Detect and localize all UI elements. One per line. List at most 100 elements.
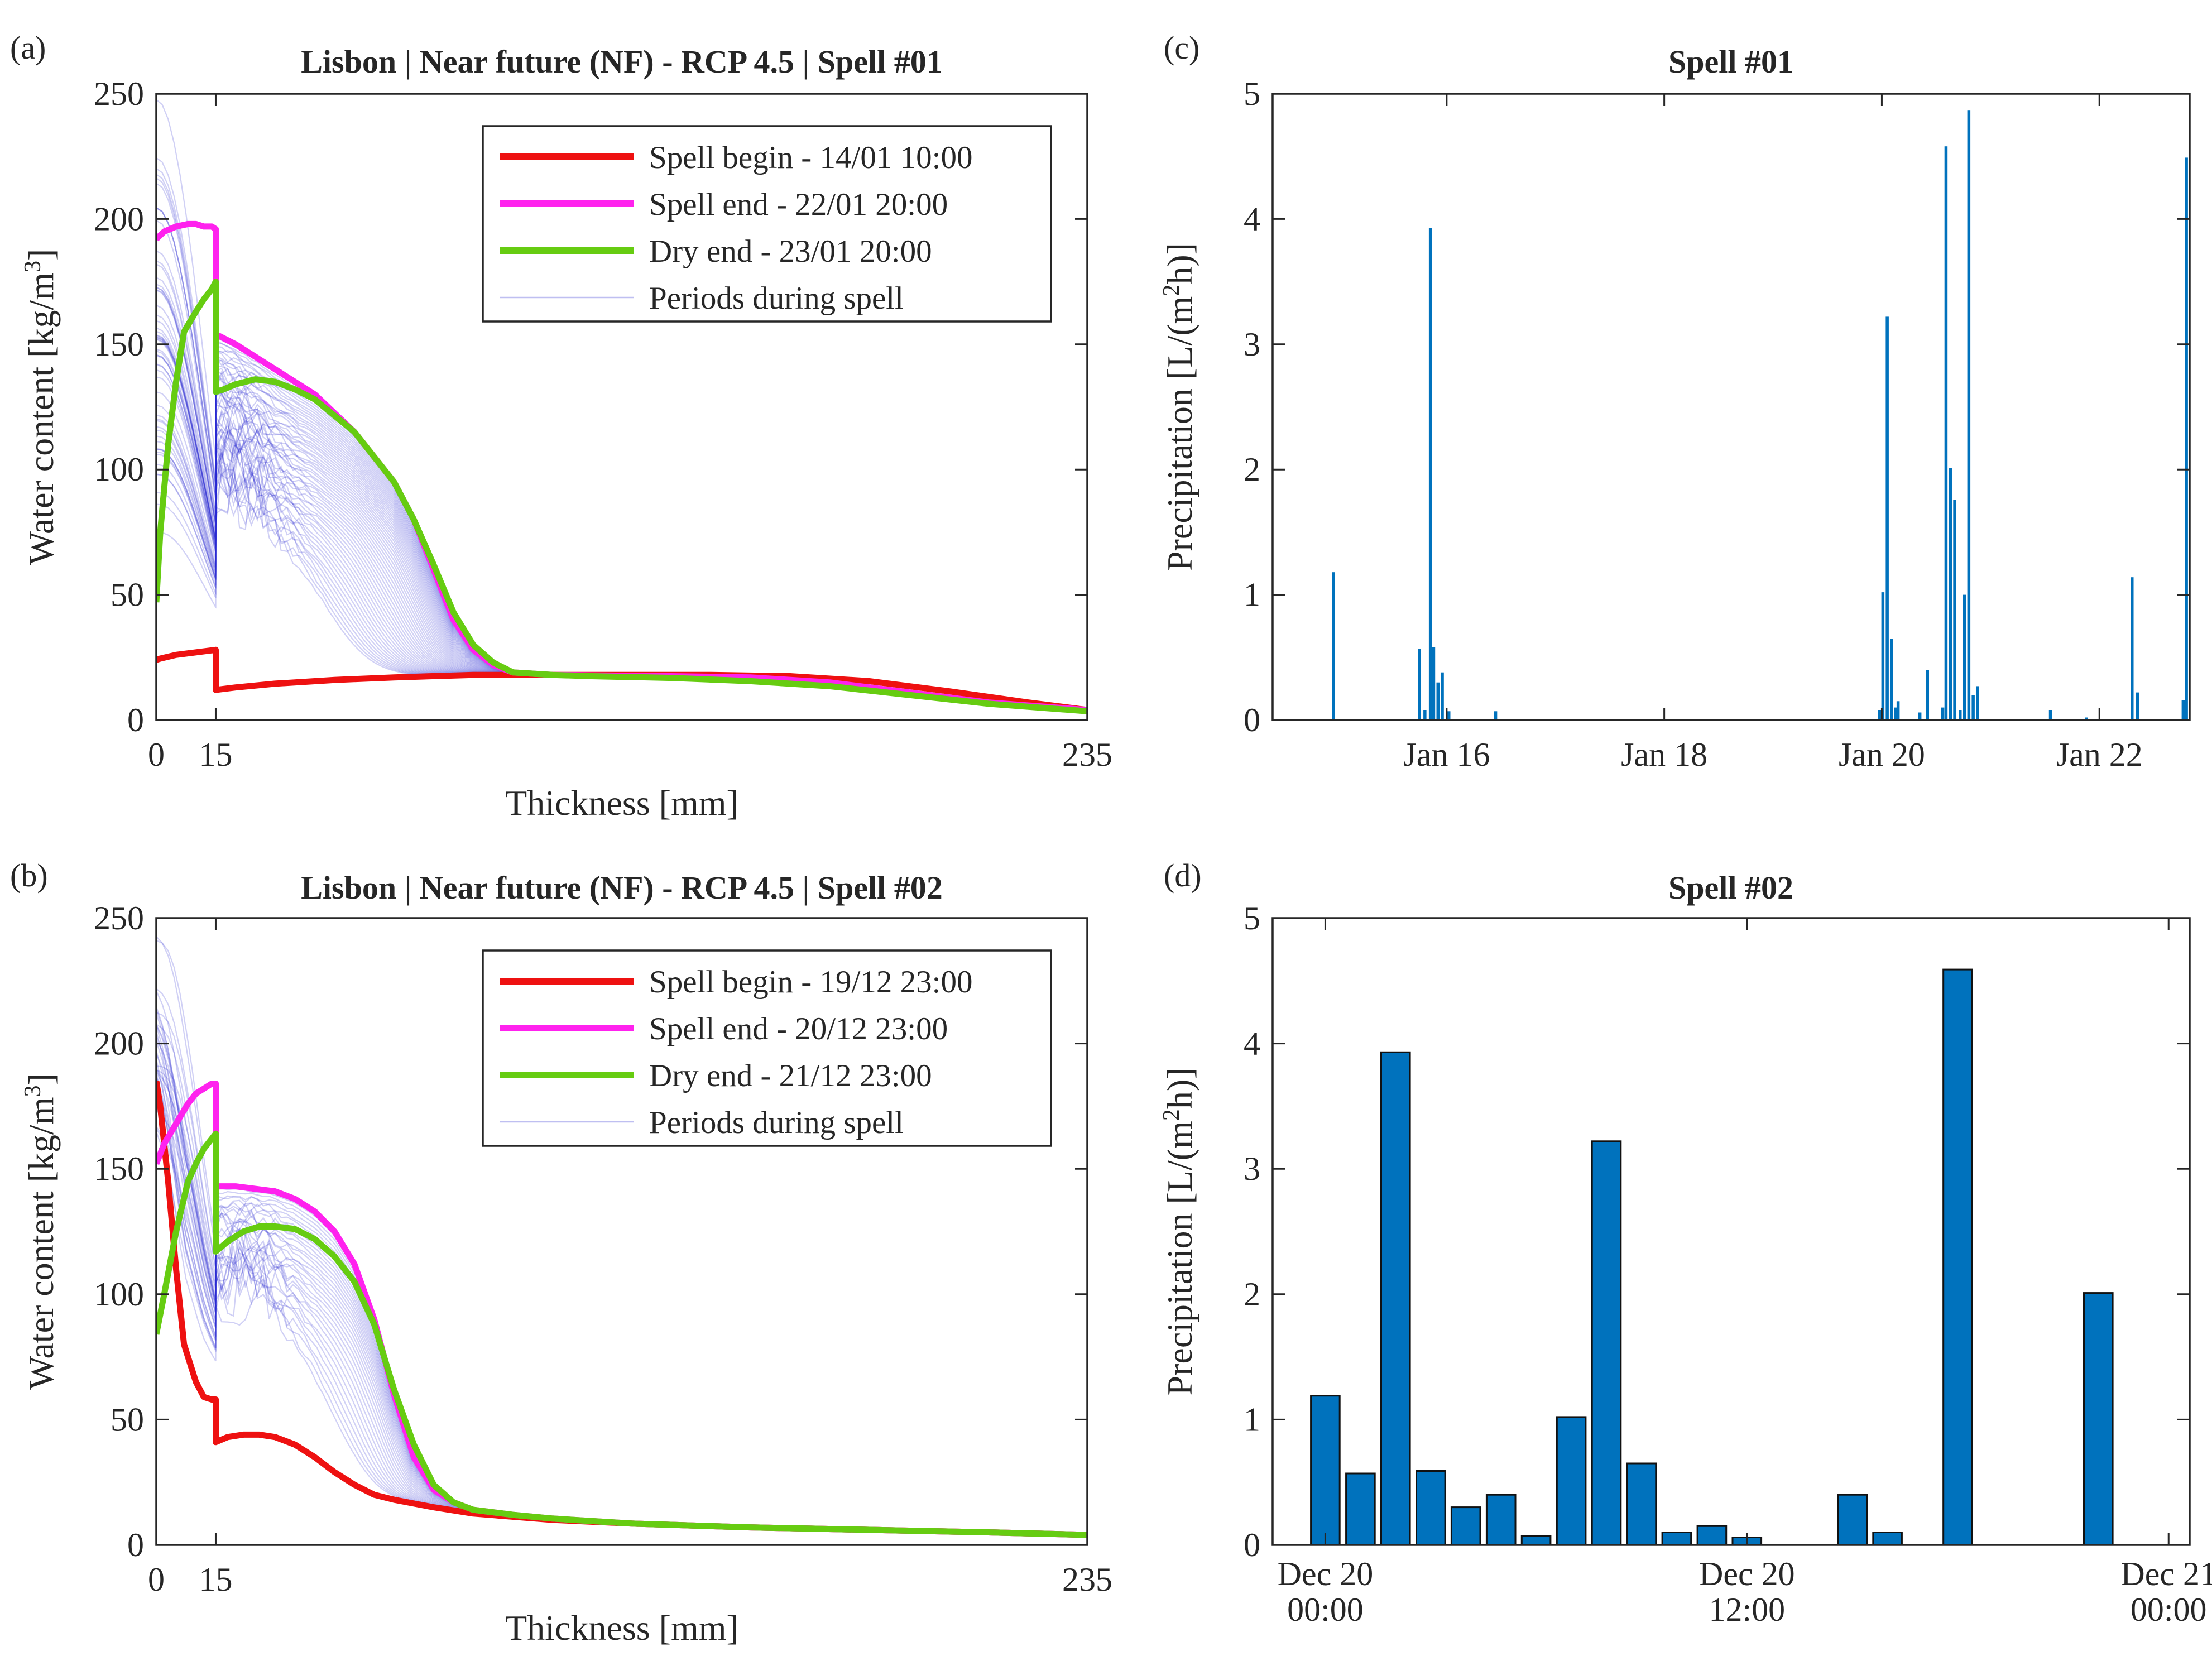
period-line bbox=[156, 454, 1084, 711]
y-axis-label: Precipitation [L/(m2h)] bbox=[1159, 243, 1199, 571]
period-line bbox=[156, 354, 1084, 711]
y-tick-label: 200 bbox=[94, 200, 144, 237]
bar bbox=[1626, 1462, 1657, 1546]
bar bbox=[1556, 1416, 1587, 1546]
y-axis-label: Water content [kg/m3] bbox=[20, 249, 61, 565]
bar bbox=[1436, 682, 1440, 720]
bar bbox=[1949, 468, 1952, 720]
period-line bbox=[156, 284, 1084, 711]
plot-frame bbox=[155, 917, 1088, 1546]
y-tick-label: 4 bbox=[1244, 200, 1260, 237]
bar bbox=[1661, 1532, 1692, 1546]
plot-frame bbox=[1271, 917, 2191, 1546]
legend-entry-0: Spell begin - 14/01 10:00 bbox=[649, 140, 972, 175]
x-axis-label: Thickness [mm] bbox=[505, 783, 738, 823]
period-line bbox=[156, 440, 1084, 711]
period-line bbox=[156, 277, 1084, 711]
panel-label-a: (a) bbox=[10, 30, 46, 66]
y-tick-label: 0 bbox=[1244, 1526, 1260, 1563]
bar bbox=[1885, 316, 1889, 720]
bar bbox=[1494, 711, 1498, 720]
period-line bbox=[156, 1103, 1083, 1535]
x-tick-label: Jan 20 bbox=[1839, 736, 1925, 773]
bar bbox=[1432, 647, 1436, 720]
x-tick-label-date: Dec 21 bbox=[2120, 1556, 2212, 1592]
panel-d: (d) Spell #02 0 1 2 3 4 5 Precipitation [L/(m2h)… bbox=[1159, 857, 2212, 1628]
bar bbox=[2083, 1292, 2114, 1546]
bar bbox=[2131, 577, 2134, 720]
bar bbox=[1890, 639, 1893, 720]
bar bbox=[1963, 594, 1966, 720]
x-tick-label: Jan 22 bbox=[2056, 736, 2143, 773]
y-tick-label: 0 bbox=[127, 702, 144, 738]
period-line bbox=[156, 289, 1084, 711]
series-line-spell-begin bbox=[156, 646, 1087, 713]
panel-c: (c) Spell #01 0 1 2 3 4 5 Precipitation [L/(m2h)… bbox=[1159, 30, 2191, 773]
bar bbox=[1967, 110, 1971, 721]
bar bbox=[1423, 710, 1427, 720]
y-tick-label: 4 bbox=[1244, 1025, 1260, 1062]
period-line bbox=[156, 289, 1084, 711]
x-tick-label-date: Dec 20 bbox=[1699, 1556, 1795, 1592]
bar bbox=[1380, 1051, 1411, 1546]
series-line-dry-end bbox=[156, 279, 1087, 714]
bar bbox=[1926, 670, 1929, 720]
x-axis-label: Thickness [mm] bbox=[505, 1608, 738, 1648]
x-tick-label-time: 00:00 bbox=[1287, 1591, 1364, 1628]
panel-title-b: Lisbon | Near future (NF) - RCP 4.5 | Sp… bbox=[301, 870, 943, 906]
period-line bbox=[156, 418, 1084, 711]
x-tick-label-date: Dec 20 bbox=[1278, 1556, 1374, 1592]
y-tick-label: 3 bbox=[1244, 326, 1260, 363]
x-tick-label: 15 bbox=[199, 1561, 232, 1598]
panel-title-c: Spell #01 bbox=[1668, 44, 1793, 80]
plot-frame bbox=[155, 93, 1088, 721]
bar bbox=[1520, 1535, 1552, 1546]
bar bbox=[1872, 1532, 1903, 1546]
period-line bbox=[156, 418, 1084, 711]
y-tick-label: 150 bbox=[94, 326, 144, 363]
y-tick-label: 0 bbox=[127, 1526, 144, 1563]
y-tick-label: 5 bbox=[1244, 900, 1260, 937]
period-line bbox=[156, 351, 1084, 711]
y-tick-label: 100 bbox=[94, 1276, 144, 1313]
bar bbox=[2181, 700, 2185, 720]
panel-title-a: Lisbon | Near future (NF) - RCP 4.5 | Sp… bbox=[301, 44, 943, 80]
legend: Spell begin - 19/12 23:00 Spell end - 20/… bbox=[482, 949, 1052, 1147]
y-tick-label: 2 bbox=[1244, 1276, 1260, 1313]
bar bbox=[1918, 712, 1922, 720]
y-tick-label: 250 bbox=[94, 900, 144, 937]
x-tick-label: Jan 18 bbox=[1621, 736, 1707, 773]
period-line bbox=[156, 314, 1084, 711]
bar bbox=[2185, 157, 2188, 720]
legend: Spell begin - 14/01 10:00 Spell end - 22/… bbox=[482, 125, 1052, 323]
legend-entry-3: Periods during spell bbox=[649, 1105, 904, 1140]
bar bbox=[1881, 592, 1885, 720]
x-tick-label: 15 bbox=[199, 736, 232, 773]
bar bbox=[1591, 1140, 1622, 1546]
y-tick-label: 1 bbox=[1244, 1401, 1260, 1438]
bar bbox=[1447, 711, 1451, 720]
x-tick-label-time: 00:00 bbox=[2131, 1591, 2207, 1628]
legend-entry-1: Spell end - 20/12 23:00 bbox=[649, 1011, 948, 1046]
legend-entry-2: Dry end - 23/01 20:00 bbox=[649, 234, 932, 269]
legend-entry-0: Spell begin - 19/12 23:00 bbox=[649, 964, 972, 1000]
y-tick-label: 100 bbox=[94, 451, 144, 488]
period-line bbox=[156, 338, 1084, 711]
legend-entry-3: Periods during spell bbox=[649, 281, 904, 316]
series-line-dry-end bbox=[156, 1130, 1087, 1538]
x-tick-label: 235 bbox=[1062, 736, 1112, 773]
bar bbox=[1941, 707, 1945, 720]
x-tick-label-time: 12:00 bbox=[1709, 1591, 1785, 1628]
y-tick-label: 3 bbox=[1244, 1150, 1260, 1187]
panel-label-d: (d) bbox=[1164, 857, 1202, 894]
y-tick-label: 200 bbox=[94, 1025, 144, 1062]
bar bbox=[1310, 1395, 1341, 1546]
period-line bbox=[156, 1129, 1083, 1535]
series-line-spell-begin bbox=[156, 1081, 1087, 1538]
x-tick-label: 0 bbox=[148, 736, 165, 773]
bar bbox=[1416, 1470, 1446, 1546]
y-axis-label: Water content [kg/m3] bbox=[20, 1073, 61, 1390]
bar bbox=[1428, 228, 1432, 721]
y-tick-label: 150 bbox=[94, 1150, 144, 1187]
bar bbox=[1837, 1494, 1868, 1546]
